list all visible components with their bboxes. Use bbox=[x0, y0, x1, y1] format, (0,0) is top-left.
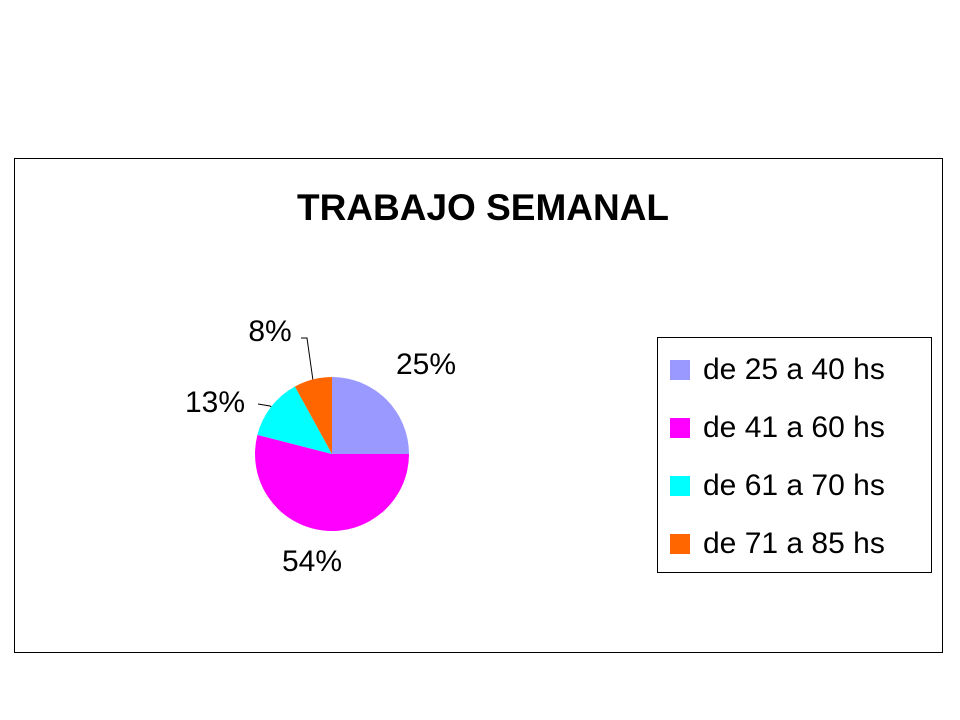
legend-box bbox=[657, 337, 932, 573]
pie-slice bbox=[255, 434, 409, 531]
data-label: 25% bbox=[396, 348, 456, 381]
legend-label: de 41 a 60 hs bbox=[703, 411, 885, 444]
legend-swatch bbox=[670, 534, 690, 554]
data-label: 13% bbox=[185, 386, 245, 419]
data-label: 8% bbox=[248, 315, 291, 348]
leader-line bbox=[301, 337, 314, 380]
legend-label: de 61 a 70 hs bbox=[703, 469, 885, 502]
data-label: 54% bbox=[282, 545, 342, 578]
legend-label: de 25 a 40 hs bbox=[703, 353, 885, 386]
pie-slice bbox=[332, 377, 409, 454]
chart-title: TRABAJO SEMANAL bbox=[297, 187, 669, 228]
legend-swatch bbox=[670, 360, 690, 380]
legend-swatch bbox=[670, 418, 690, 438]
pie-slice bbox=[257, 386, 332, 454]
pie-slice bbox=[294, 377, 332, 454]
leader-line bbox=[257, 403, 272, 408]
legend-label: de 71 a 85 hs bbox=[703, 527, 885, 560]
legend-swatch bbox=[670, 476, 690, 496]
